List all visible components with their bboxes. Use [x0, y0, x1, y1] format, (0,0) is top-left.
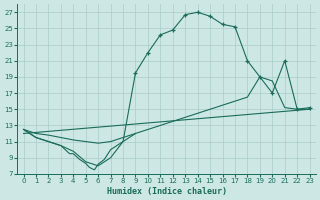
X-axis label: Humidex (Indice chaleur): Humidex (Indice chaleur): [107, 187, 227, 196]
